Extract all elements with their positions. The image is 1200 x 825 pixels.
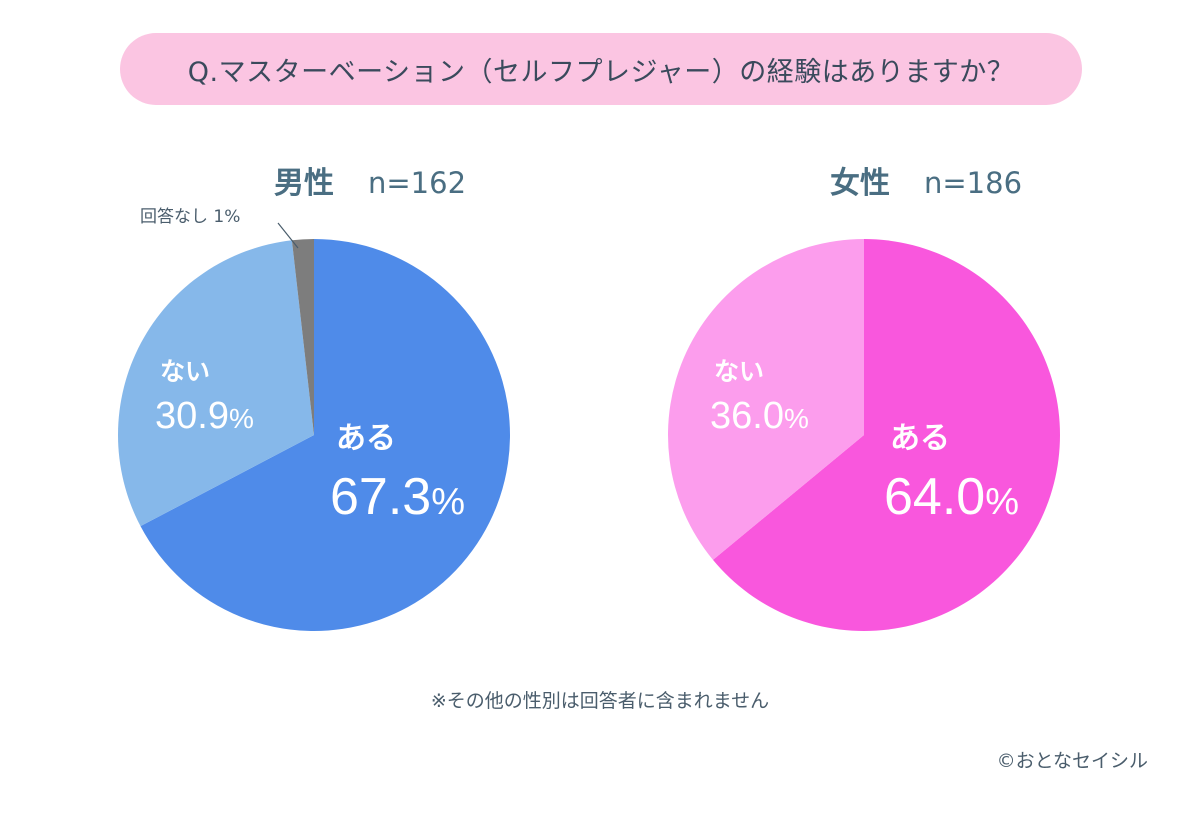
male-aru-value: 67.3% [330,468,465,526]
male-slice-nai [117,240,314,527]
credit: ©おとなセイシル [996,750,1148,772]
female-pie: ない 36.0% ある 64.0% [668,239,1060,631]
female-group-label: 女性 [830,166,890,201]
male-nai-label: ない [160,357,210,386]
female-nai-value: 36.0% [710,395,809,437]
female-aru-label: ある [890,421,950,456]
female-sample-size: n=186 [924,166,1023,200]
female-aru-value: 64.0% [884,468,1019,526]
male-sample-size: n=162 [368,166,467,200]
male-slice-aru [140,239,510,631]
female-slice-aru [712,239,1060,631]
male-no-answer-label: 回答なし 1% [140,207,240,227]
female-nai-label: ない [714,357,764,386]
male-pie: ない 30.9% ある 67.3% 回答なし 1% [117,207,510,631]
question-banner: Q.マスターベーション（セルフプレジャー）の経験はありますか？ [120,33,1082,105]
question-text: Q.マスターベーション（セルフプレジャー）の経験はありますか？ [187,56,1015,88]
male-chart-title: 男性 n=162 [274,158,466,202]
female-slice-nai [668,239,864,560]
female-chart-title: 女性 n=186 [830,158,1022,202]
male-aru-label: ある [336,421,396,456]
male-group-label: 男性 [274,166,334,201]
male-slice-no-answer [291,239,314,435]
male-nai-value: 30.9% [155,395,254,437]
footnote: ※その他の性別は回答者に含まれません [430,690,770,712]
male-no-answer-leader-line [277,222,299,249]
